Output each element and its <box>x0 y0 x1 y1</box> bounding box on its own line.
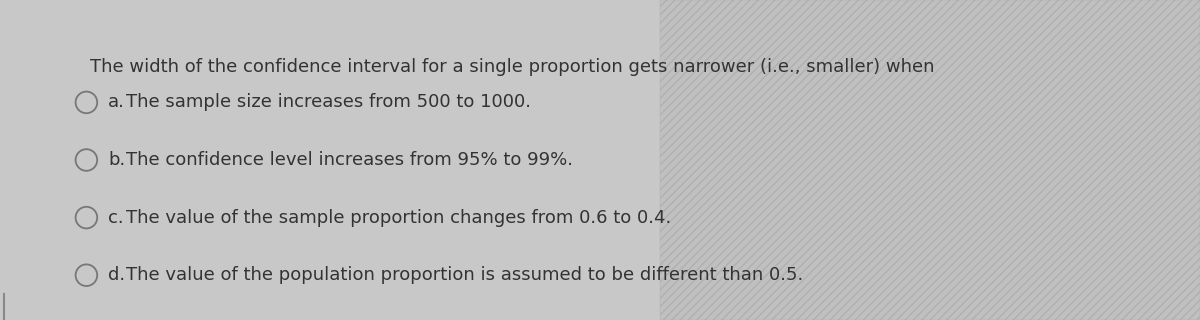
Text: a.: a. <box>108 93 125 111</box>
Text: The confidence level increases from 95% to 99%.: The confidence level increases from 95% … <box>126 151 574 169</box>
Text: b.: b. <box>108 151 125 169</box>
Text: The value of the sample proportion changes from 0.6 to 0.4.: The value of the sample proportion chang… <box>126 209 671 227</box>
Bar <box>660 0 1200 320</box>
Text: The value of the population proportion is assumed to be different than 0.5.: The value of the population proportion i… <box>126 266 803 284</box>
Text: The sample size increases from 500 to 1000.: The sample size increases from 500 to 10… <box>126 93 530 111</box>
Text: d.: d. <box>108 266 125 284</box>
Text: The width of the confidence interval for a single proportion gets narrower (i.e.: The width of the confidence interval for… <box>90 58 935 76</box>
Bar <box>660 0 1200 320</box>
Text: c.: c. <box>108 209 124 227</box>
